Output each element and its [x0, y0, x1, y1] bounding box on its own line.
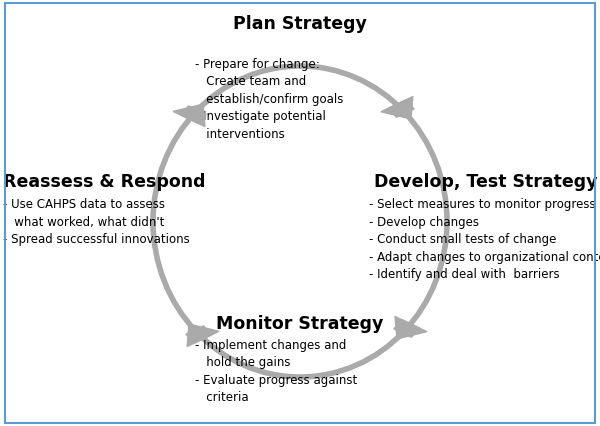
- Text: Reassess & Respond: Reassess & Respond: [3, 173, 205, 190]
- Text: - Implement changes and
   hold the gains
- Evaluate progress against
   criteri: - Implement changes and hold the gains -…: [195, 339, 357, 404]
- Text: Develop, Test Strategy: Develop, Test Strategy: [373, 173, 597, 190]
- Polygon shape: [186, 326, 212, 343]
- Text: - Use CAHPS data to assess
   what worked, what didn't
- Spread successful innov: - Use CAHPS data to assess what worked, …: [3, 198, 190, 246]
- Polygon shape: [187, 324, 219, 346]
- Text: Plan Strategy: Plan Strategy: [233, 15, 367, 33]
- Polygon shape: [388, 100, 414, 117]
- Polygon shape: [173, 104, 205, 127]
- Polygon shape: [395, 317, 427, 339]
- Polygon shape: [394, 320, 420, 337]
- Text: - Select measures to monitor progress
- Develop changes
- Conduct small tests of: - Select measures to monitor progress - …: [369, 198, 600, 281]
- Polygon shape: [180, 106, 206, 123]
- Text: - Prepare for change:
   Create team and
   establish/confirm goals
- Investigat: - Prepare for change: Create team and es…: [195, 58, 343, 141]
- Polygon shape: [381, 97, 413, 119]
- Text: Monitor Strategy: Monitor Strategy: [217, 315, 383, 333]
